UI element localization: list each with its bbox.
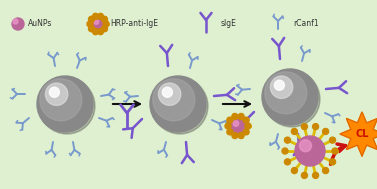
Circle shape xyxy=(87,21,93,27)
Circle shape xyxy=(299,140,311,152)
Text: AuNPs: AuNPs xyxy=(28,19,52,29)
Circle shape xyxy=(92,18,104,30)
Circle shape xyxy=(49,87,60,97)
Circle shape xyxy=(243,117,249,123)
Circle shape xyxy=(323,167,329,174)
Circle shape xyxy=(295,136,325,166)
Circle shape xyxy=(40,79,82,121)
Circle shape xyxy=(153,79,195,121)
Circle shape xyxy=(231,119,245,133)
Circle shape xyxy=(285,137,290,143)
Circle shape xyxy=(89,16,95,22)
Circle shape xyxy=(332,148,338,154)
Circle shape xyxy=(101,16,107,22)
Circle shape xyxy=(45,83,68,105)
Circle shape xyxy=(92,13,98,19)
Circle shape xyxy=(313,172,319,178)
Circle shape xyxy=(150,76,206,132)
Circle shape xyxy=(329,159,336,165)
Circle shape xyxy=(98,29,103,35)
Circle shape xyxy=(232,132,238,139)
Circle shape xyxy=(265,72,307,114)
Circle shape xyxy=(89,26,95,32)
Circle shape xyxy=(12,18,24,30)
Circle shape xyxy=(274,80,284,90)
Circle shape xyxy=(227,117,233,123)
Text: HRP-anti-IgE: HRP-anti-IgE xyxy=(110,19,158,29)
Circle shape xyxy=(291,167,297,174)
Circle shape xyxy=(225,123,231,129)
Circle shape xyxy=(313,124,319,130)
Circle shape xyxy=(329,137,336,143)
Circle shape xyxy=(158,83,181,105)
Circle shape xyxy=(243,129,249,135)
Circle shape xyxy=(232,113,238,119)
Circle shape xyxy=(262,69,318,125)
Circle shape xyxy=(162,87,172,97)
Circle shape xyxy=(282,148,288,154)
Circle shape xyxy=(227,129,233,135)
Circle shape xyxy=(245,123,251,129)
Circle shape xyxy=(152,78,208,134)
Circle shape xyxy=(94,19,99,24)
Circle shape xyxy=(238,132,244,139)
Polygon shape xyxy=(340,112,377,156)
Circle shape xyxy=(238,113,244,119)
Circle shape xyxy=(103,21,109,27)
Circle shape xyxy=(270,76,293,98)
Circle shape xyxy=(291,129,297,134)
Circle shape xyxy=(39,78,95,134)
Circle shape xyxy=(13,19,18,24)
Circle shape xyxy=(101,26,107,32)
Circle shape xyxy=(302,124,307,130)
Circle shape xyxy=(285,159,290,165)
Text: rCanf1: rCanf1 xyxy=(293,19,319,29)
Circle shape xyxy=(92,29,98,35)
Circle shape xyxy=(233,121,239,126)
Circle shape xyxy=(302,172,307,178)
Text: CL: CL xyxy=(355,129,369,139)
Circle shape xyxy=(37,76,93,132)
Text: sIgE: sIgE xyxy=(221,19,237,29)
Circle shape xyxy=(264,71,320,127)
Circle shape xyxy=(323,129,329,134)
Circle shape xyxy=(98,13,103,19)
